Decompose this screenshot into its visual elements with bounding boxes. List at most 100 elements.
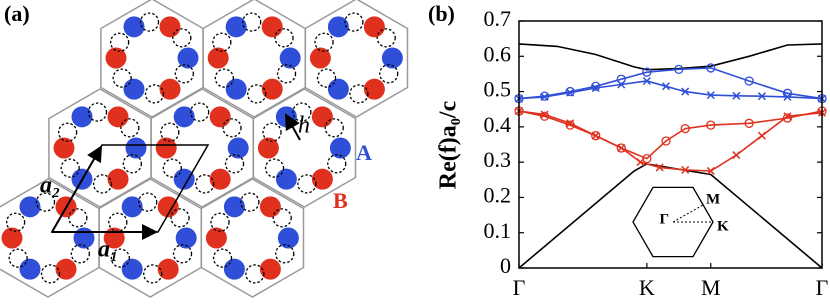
- site: [261, 78, 283, 100]
- site: [125, 137, 147, 159]
- x-tick-label: M: [701, 275, 721, 300]
- marker: [706, 63, 716, 73]
- empty-site: [214, 68, 234, 88]
- empty-site: [212, 32, 232, 52]
- site: [55, 258, 77, 280]
- empty-site: [210, 212, 230, 232]
- panel-label: (b): [428, 1, 455, 26]
- hexagon: [200, 178, 305, 298]
- site: [121, 258, 143, 280]
- marker: [591, 81, 601, 91]
- marker: [706, 91, 715, 100]
- site: [311, 168, 333, 190]
- empty-site: [212, 248, 233, 268]
- empty-site: [8, 248, 28, 268]
- marker: [732, 151, 741, 160]
- empty-site: [222, 118, 242, 138]
- site: [123, 16, 145, 38]
- marker: [674, 64, 684, 74]
- empty-site: [92, 174, 113, 194]
- b-label: B: [333, 188, 348, 213]
- marker: [783, 92, 792, 101]
- empty-site: [138, 192, 158, 212]
- marker: [566, 88, 575, 97]
- site: [71, 106, 93, 128]
- site: [275, 168, 297, 190]
- y-tick-label: 0.3: [484, 147, 512, 172]
- bz-path: [672, 204, 713, 223]
- empty-site: [68, 208, 88, 228]
- empty-site: [112, 68, 132, 88]
- empty-site: [109, 32, 130, 52]
- site: [209, 106, 231, 128]
- site: [155, 137, 177, 159]
- empty-site: [160, 122, 180, 142]
- hexagon: [252, 88, 357, 208]
- site: [1, 227, 23, 249]
- marker: [744, 118, 754, 128]
- site: [363, 16, 385, 38]
- site: [205, 227, 227, 249]
- bz-label: Γ: [659, 211, 669, 227]
- empty-site: [195, 174, 215, 194]
- empty-site: [60, 158, 80, 178]
- x-tick-label: Γ: [513, 275, 526, 300]
- site: [209, 168, 231, 190]
- marker: [566, 119, 575, 128]
- site: [157, 258, 179, 280]
- empty-site: [324, 118, 344, 138]
- site: [159, 78, 181, 100]
- empty-site: [40, 264, 61, 284]
- marker: [642, 153, 652, 164]
- series-line: [518, 43, 823, 71]
- empty-site: [275, 244, 295, 264]
- empty-site: [292, 102, 312, 122]
- empty-site: [247, 84, 267, 104]
- site: [159, 16, 181, 38]
- empty-site: [245, 264, 265, 284]
- x-tick-label: K: [639, 275, 655, 300]
- site: [107, 106, 129, 128]
- empty-site: [122, 154, 143, 174]
- series-line: [518, 110, 823, 160]
- y-axis-label: Re(f)a₀/c: [436, 100, 462, 189]
- site: [363, 78, 385, 100]
- site: [259, 196, 281, 218]
- empty-site: [297, 174, 317, 194]
- empty-site: [57, 122, 78, 142]
- site: [173, 106, 195, 128]
- empty-site: [240, 192, 260, 212]
- site: [223, 258, 245, 280]
- y-tick-label: 0.1: [484, 218, 512, 243]
- marker: [655, 163, 664, 172]
- empty-site: [35, 192, 56, 212]
- site: [225, 16, 247, 38]
- site: [311, 106, 333, 128]
- empty-site: [264, 158, 285, 178]
- empty-site: [314, 32, 334, 52]
- site: [53, 137, 75, 159]
- marker: [757, 92, 766, 101]
- empty-site: [316, 68, 337, 88]
- empty-site: [162, 158, 182, 178]
- site: [327, 78, 349, 100]
- lattice: [0, 0, 409, 298]
- empty-site: [172, 244, 193, 264]
- panel-label: (a): [4, 1, 30, 26]
- marker: [680, 123, 690, 134]
- site: [207, 47, 229, 69]
- site: [257, 137, 279, 159]
- empty-site: [120, 118, 140, 138]
- empty-site: [344, 12, 364, 32]
- y-tick-label: 0.2: [484, 182, 512, 207]
- empty-site: [262, 122, 282, 142]
- marker: [661, 82, 671, 91]
- site: [225, 78, 247, 100]
- empty-site: [349, 84, 369, 104]
- empty-site: [379, 64, 399, 84]
- marker: [757, 131, 766, 140]
- empty-site: [272, 208, 292, 228]
- empty-site: [110, 248, 130, 268]
- marker: [591, 84, 600, 93]
